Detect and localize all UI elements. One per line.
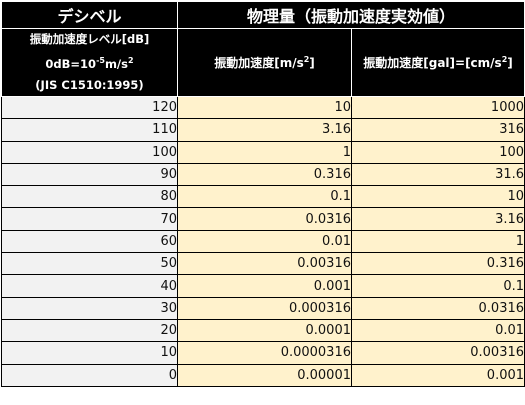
cell-acceleration-ms2: 0.00316 bbox=[177, 252, 352, 276]
cell-acceleration-gal: 0.316 bbox=[350, 252, 525, 276]
cell-acceleration-ms2: 0.000316 bbox=[177, 296, 352, 320]
cell-decibel: 20 bbox=[1, 318, 178, 343]
header-acceleration-ms2: 振動加速度[m/s2] bbox=[177, 28, 352, 97]
table-row: 110 3.16 316 bbox=[1, 118, 525, 142]
level-reference: 0dB=10-5m/s2 bbox=[45, 56, 134, 71]
table-row: 20 0.0001 0.01 bbox=[1, 318, 525, 343]
cell-acceleration-ms2: 0.0000316 bbox=[177, 341, 352, 365]
header-physical-quantity: 物理量（振動加速度実効値） bbox=[176, 1, 525, 29]
cell-decibel: 10 bbox=[1, 341, 178, 365]
header-decibel: デシベル bbox=[1, 1, 178, 29]
cell-decibel: 90 bbox=[1, 162, 178, 187]
table-row: 60 0.01 1 bbox=[1, 229, 525, 254]
cell-decibel: 0 bbox=[1, 363, 178, 387]
header-level-description: 振動加速度レベル[dB] 0dB=10-5m/s2 (JIS C1510:199… bbox=[1, 28, 178, 97]
cell-acceleration-gal: 0.01 bbox=[350, 318, 525, 343]
table-row: 70 0.0316 3.16 bbox=[1, 207, 525, 231]
cell-acceleration-ms2: 0.0001 bbox=[177, 318, 352, 343]
cell-acceleration-gal: 31.6 bbox=[350, 162, 525, 187]
cell-acceleration-ms2: 0.001 bbox=[177, 274, 352, 298]
cell-acceleration-gal: 0.001 bbox=[350, 363, 525, 387]
cell-acceleration-gal: 1 bbox=[350, 229, 525, 254]
cell-acceleration-gal: 316 bbox=[350, 118, 525, 142]
cell-decibel: 40 bbox=[1, 274, 178, 298]
cell-acceleration-gal: 0.00316 bbox=[350, 341, 525, 365]
cell-decibel: 30 bbox=[1, 296, 178, 320]
cell-acceleration-ms2: 3.16 bbox=[177, 118, 352, 142]
table-row: 10 0.0000316 0.00316 bbox=[1, 341, 525, 365]
table-row: 120 10 1000 bbox=[1, 95, 525, 120]
cell-decibel: 80 bbox=[1, 185, 178, 209]
cell-decibel: 70 bbox=[1, 207, 178, 231]
table-row: 30 0.000316 0.0316 bbox=[1, 296, 525, 320]
table-row: 0 0.00001 0.001 bbox=[1, 363, 525, 387]
cell-acceleration-ms2: 0.01 bbox=[177, 229, 352, 254]
cell-acceleration-ms2: 1 bbox=[177, 140, 352, 164]
cell-acceleration-ms2: 0.0316 bbox=[177, 207, 352, 231]
cell-acceleration-ms2: 0.1 bbox=[177, 185, 352, 209]
cell-acceleration-gal: 100 bbox=[350, 140, 525, 164]
cell-decibel: 120 bbox=[1, 95, 178, 120]
table-row: 40 0.001 0.1 bbox=[1, 274, 525, 298]
cell-decibel: 60 bbox=[1, 229, 178, 254]
cell-decibel: 100 bbox=[1, 140, 178, 164]
conversion-table: デシベル 物理量（振動加速度実効値） 振動加速度レベル[dB] 0dB=10-5… bbox=[1, 1, 525, 387]
cell-acceleration-ms2: 0.316 bbox=[177, 162, 352, 187]
table-row: 90 0.316 31.6 bbox=[1, 162, 525, 187]
cell-acceleration-gal: 10 bbox=[350, 185, 525, 209]
cell-acceleration-gal: 3.16 bbox=[350, 207, 525, 231]
cell-decibel: 110 bbox=[1, 118, 178, 142]
table-row: 50 0.00316 0.316 bbox=[1, 252, 525, 276]
cell-acceleration-gal: 1000 bbox=[350, 95, 525, 120]
cell-decibel: 50 bbox=[1, 252, 178, 276]
cell-acceleration-ms2: 10 bbox=[177, 95, 352, 120]
level-title: 振動加速度レベル[dB] bbox=[29, 32, 150, 46]
cell-acceleration-ms2: 0.00001 bbox=[177, 363, 352, 387]
cell-acceleration-gal: 0.1 bbox=[350, 274, 525, 298]
table-row: 80 0.1 10 bbox=[1, 185, 525, 209]
level-standard: (JIS C1510:1995) bbox=[35, 78, 144, 92]
table-row: 100 1 100 bbox=[1, 140, 525, 164]
header-acceleration-gal: 振動加速度[gal]=[cm/s2] bbox=[350, 28, 525, 97]
cell-acceleration-gal: 0.0316 bbox=[350, 296, 525, 320]
